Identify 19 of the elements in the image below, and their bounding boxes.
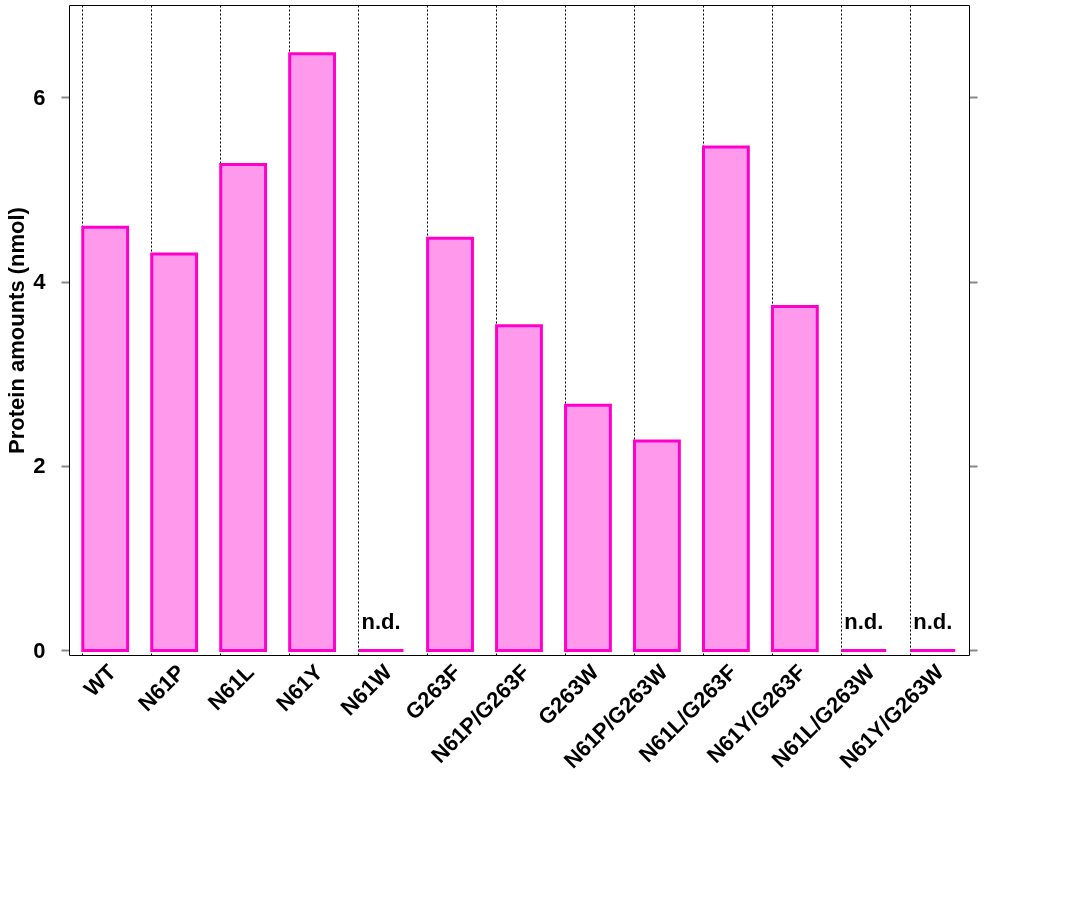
bar <box>701 145 750 652</box>
bar <box>633 439 681 652</box>
y-tick-label: 0 <box>33 637 46 663</box>
bar <box>426 236 474 652</box>
bar <box>219 163 268 652</box>
annotation: n.d. <box>913 609 953 635</box>
y-tick-label: 6 <box>33 84 46 110</box>
annotation: n.d. <box>844 609 884 635</box>
bar <box>81 225 130 652</box>
y-tick-label: 2 <box>33 453 46 479</box>
bar <box>150 252 199 652</box>
annotation: n.d. <box>361 609 401 635</box>
bar <box>770 304 819 652</box>
x-tick-label: WT <box>78 658 122 702</box>
bar <box>288 52 337 652</box>
y-tick-label: 4 <box>33 269 47 295</box>
bar <box>495 324 543 652</box>
y-axis-title: Protein amounts (nmol) <box>4 207 30 454</box>
bar <box>564 403 612 652</box>
